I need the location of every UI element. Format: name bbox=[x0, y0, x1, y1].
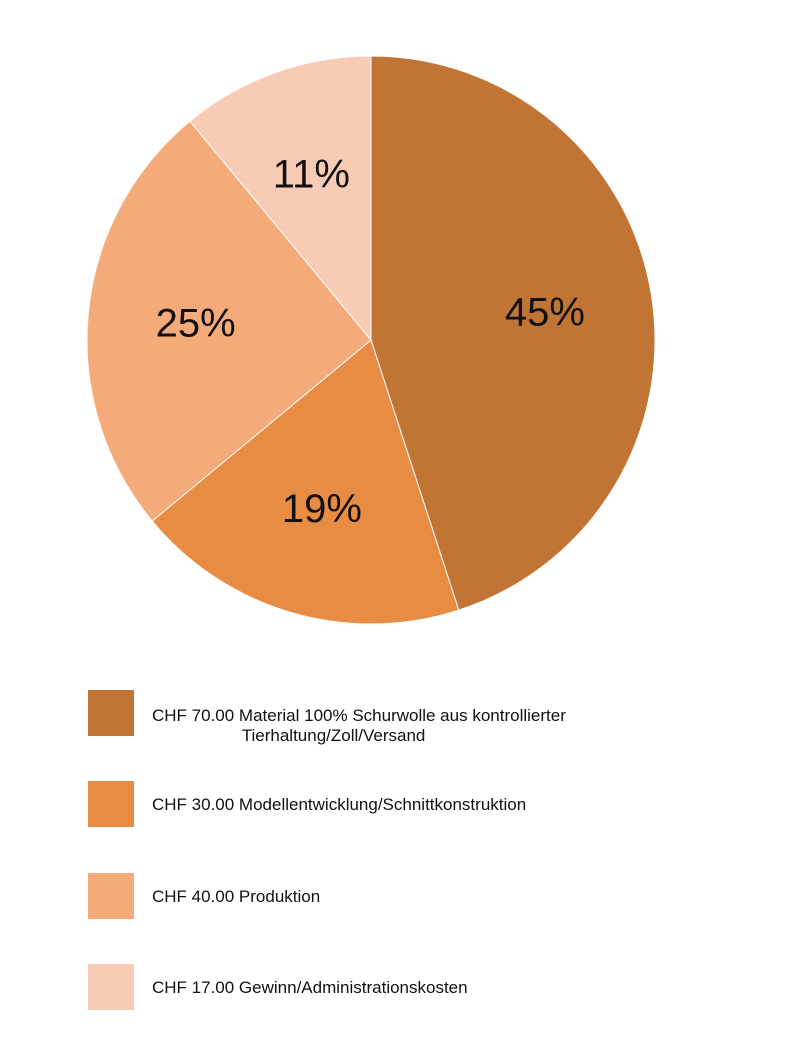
pie-slice-modellentwicklung bbox=[151, 339, 460, 625]
pie-chart: 45% 19% 25% 11% bbox=[86, 55, 656, 625]
pie-label-modellentwicklung: 19% bbox=[282, 487, 362, 531]
pie-slice-material bbox=[370, 55, 656, 611]
pie-slice-produktion bbox=[86, 120, 372, 522]
legend-label-modellentwicklung: CHF 30.00 Modellentwicklung/Schnittkonst… bbox=[152, 795, 527, 814]
legend-swatch-gewinn bbox=[88, 964, 134, 1010]
legend-label-produktion: CHF 40.00 Produktion bbox=[152, 887, 321, 906]
legend-swatch-modellentwicklung bbox=[88, 781, 134, 827]
legend-label-gewinn: CHF 17.00 Gewinn/Administrationskosten bbox=[152, 978, 468, 997]
pie-label-produktion: 25% bbox=[156, 301, 236, 345]
pie-slice-gewinn bbox=[189, 55, 372, 342]
legend-swatch-material bbox=[88, 690, 134, 736]
pie-label-material: 45% bbox=[505, 290, 585, 334]
pie-label-gewinn: 11% bbox=[273, 152, 350, 196]
legend-swatch-produktion bbox=[88, 873, 134, 919]
legend-label-material: CHF 70.00 Material 100% Schurwolle aus k… bbox=[152, 706, 566, 745]
